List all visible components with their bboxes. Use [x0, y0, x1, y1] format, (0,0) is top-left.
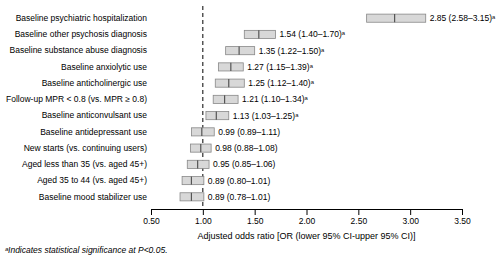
y-tick-label: Aged 35 to 44 (vs. aged 45+) — [37, 175, 147, 185]
ci-box — [182, 177, 204, 185]
x-tick-label: 2.00 — [299, 216, 316, 226]
x-tick-label: 1.00 — [195, 216, 212, 226]
or-line — [258, 30, 259, 38]
x-tick: 2.50 — [351, 209, 368, 226]
plot: 0.50 1.00 1.50 2.00 2.50 3.00 3.50 Baseline moo… — [6, 6, 496, 241]
or-line — [200, 144, 201, 152]
or-line — [230, 63, 231, 71]
y-tick: Baseline mood stabilizer use — [39, 192, 147, 202]
x-tick-label: 2.50 — [351, 216, 368, 226]
ci-box — [215, 79, 244, 87]
data-label: 0.89 (0.80–1.01) — [208, 176, 271, 186]
ci-box — [180, 193, 204, 201]
y-tick: Baseline other psychosis diagnosis — [15, 29, 147, 39]
or-line — [197, 160, 198, 168]
y-tick-label: Baseline anxiolytic use — [61, 62, 147, 72]
data-label: 2.85 (2.58–3.15)ᵃ — [430, 13, 496, 23]
y-tick: Baseline anticholinergic use — [42, 78, 148, 88]
data-label: 0.98 (0.88–1.08) — [215, 143, 278, 153]
ci-box — [187, 160, 209, 168]
y-tick-label: Baseline substance abuse diagnosis — [9, 45, 147, 55]
ci-box — [226, 47, 255, 55]
x-tick-label: 0.50 — [143, 216, 160, 226]
y-tick-label: Aged less than 35 (vs. aged 45+) — [22, 159, 147, 169]
y-tick-label: Baseline antidepressant use — [40, 127, 147, 137]
ci-box — [218, 63, 243, 71]
x-tick-mark — [151, 209, 152, 215]
y-axis: Baseline mood stabilizer use Aged 35 to 4… — [6, 13, 147, 202]
x-tick-mark — [462, 209, 463, 215]
x-tick-label: 1.50 — [247, 216, 264, 226]
data-label: 1.25 (1.12–1.40)ᵃ — [248, 78, 314, 88]
data-label: 1.35 (1.22–1.50)ᵃ — [259, 46, 325, 56]
x-tick-mark — [358, 209, 359, 215]
x-tick: 0.50 — [143, 209, 160, 226]
y-tick-label: Baseline other psychosis diagnosis — [15, 29, 147, 39]
x-axis-title: Adjusted odds ratio [OR (lower 95% CI-up… — [197, 231, 415, 241]
or-line — [191, 193, 192, 201]
data-label: 1.21 (1.10–1.34)ᵃ — [242, 94, 308, 104]
or-line — [224, 95, 225, 103]
x-axis-line — [152, 210, 463, 216]
y-tick-label: Baseline anticonvulsant use — [42, 110, 148, 120]
x-tick-label: 3.00 — [402, 216, 419, 226]
ci-box — [367, 14, 426, 22]
y-tick-label: Baseline psychiatric hospitalization — [16, 13, 148, 23]
x-tick: 1.00 — [195, 209, 212, 226]
y-tick-label: Baseline mood stabilizer use — [39, 192, 147, 202]
y-tick: Aged 35 to 44 (vs. aged 45+) — [37, 175, 147, 185]
x-tick: 3.50 — [454, 209, 471, 226]
x-axis: 0.50 1.00 1.50 2.00 2.50 3.00 3.50 — [143, 209, 471, 226]
data-label: 1.54 (1.40–1.70)ᵃ — [279, 29, 345, 39]
x-tick: 2.00 — [299, 209, 316, 226]
x-tick: 1.50 — [247, 209, 264, 226]
or-line — [201, 128, 202, 136]
y-tick: Baseline anticonvulsant use — [42, 110, 148, 120]
y-tick: Aged less than 35 (vs. aged 45+) — [22, 159, 147, 169]
data-label: 1.27 (1.15–1.39)ᵃ — [247, 62, 313, 72]
ci-box — [206, 112, 229, 120]
x-tick: 3.00 — [402, 209, 419, 226]
or-line — [239, 47, 240, 55]
data-label: 0.95 (0.85–1.06) — [213, 159, 276, 169]
or-line — [191, 177, 192, 185]
x-tick-mark — [203, 209, 204, 215]
y-tick: Baseline substance abuse diagnosis — [9, 45, 147, 55]
ci-box — [191, 128, 214, 136]
ci-box — [190, 144, 211, 152]
y-tick-label: New starts (vs. continuing users) — [24, 143, 147, 153]
y-tick: Follow-up MPR < 0.8 (vs. MPR ≥ 0.8) — [6, 94, 147, 104]
data-label: 0.89 (0.78–1.01) — [208, 192, 271, 202]
y-tick-label: Baseline anticholinergic use — [42, 78, 148, 88]
marks — [180, 6, 426, 209]
or-line — [394, 14, 395, 22]
data-labels: 0.89 (0.78–1.01) 0.89 (0.80–1.01) 0.95 (0.… — [208, 13, 496, 202]
y-tick: Baseline psychiatric hospitalization — [16, 13, 148, 23]
x-tick-mark — [410, 209, 411, 215]
footnote: ᵃIndicates statistical significance at P… — [5, 245, 168, 255]
y-tick: Baseline antidepressant use — [40, 127, 147, 137]
ci-box — [244, 30, 275, 38]
data-label: 1.13 (1.03–1.25)ᵃ — [233, 111, 299, 121]
x-tick-label: 3.50 — [454, 216, 471, 226]
y-tick: New starts (vs. continuing users) — [24, 143, 147, 153]
or-line — [228, 79, 229, 87]
x-tick-mark — [255, 209, 256, 215]
chart: 0.50 1.00 1.50 2.00 2.50 3.00 3.50 Baseline moo… — [0, 0, 500, 257]
y-tick-label: Follow-up MPR < 0.8 (vs. MPR ≥ 0.8) — [6, 94, 147, 104]
data-label: 0.99 (0.89–1.11) — [218, 127, 280, 137]
or-line — [216, 112, 217, 120]
ci-box — [213, 95, 238, 103]
x-tick-mark — [307, 209, 308, 215]
y-tick: Baseline anxiolytic use — [61, 62, 147, 72]
